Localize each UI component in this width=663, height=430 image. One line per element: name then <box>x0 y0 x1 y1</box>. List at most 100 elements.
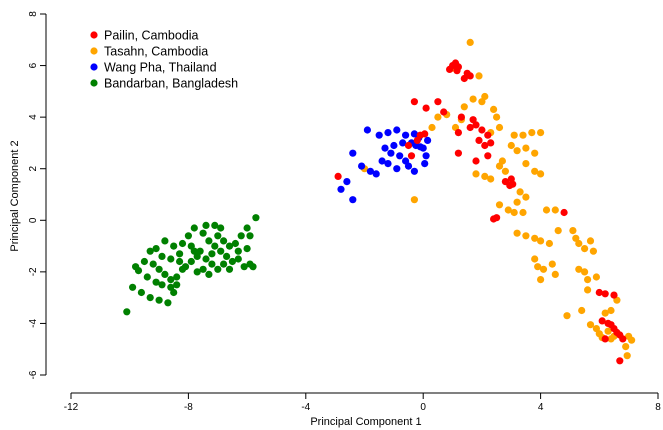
data-point <box>411 98 418 105</box>
x-tick-label: 0 <box>420 402 426 413</box>
data-point <box>590 248 597 255</box>
data-point <box>156 297 163 304</box>
data-point <box>217 224 224 231</box>
x-tick-label: 8 <box>655 402 661 413</box>
data-point <box>481 93 488 100</box>
data-point <box>484 132 491 139</box>
data-point <box>522 232 529 239</box>
legend-label: Pailin, Cambodia <box>104 29 199 43</box>
y-tick-label: 2 <box>28 165 39 171</box>
data-point <box>202 255 209 262</box>
data-point <box>244 224 251 231</box>
data-point <box>200 230 207 237</box>
data-point <box>214 232 221 239</box>
data-point <box>514 147 521 154</box>
data-point <box>593 273 600 280</box>
data-point <box>446 66 453 73</box>
data-point <box>405 142 412 149</box>
data-point <box>622 343 629 350</box>
data-point <box>179 240 186 247</box>
data-point <box>537 129 544 136</box>
data-point <box>563 312 570 319</box>
data-point <box>522 145 529 152</box>
data-point <box>475 72 482 79</box>
data-point <box>619 335 626 342</box>
x-axis: -12 -8 -4 0 4 8 <box>64 393 661 413</box>
data-point <box>514 230 521 237</box>
data-point <box>387 150 394 157</box>
data-point <box>202 222 209 229</box>
data-point <box>158 281 165 288</box>
data-point <box>170 243 177 250</box>
data-point <box>487 175 494 182</box>
data-point <box>138 289 145 296</box>
data-point <box>517 188 524 195</box>
data-point <box>249 263 256 270</box>
data-point <box>549 261 556 268</box>
data-point <box>376 132 383 139</box>
data-point <box>147 294 154 301</box>
y-tick-label: 0 <box>28 217 39 223</box>
data-point <box>472 157 479 164</box>
data-point <box>349 150 356 157</box>
data-point <box>607 307 614 314</box>
data-point <box>584 286 591 293</box>
data-point <box>141 258 148 265</box>
data-point <box>417 132 424 139</box>
data-point <box>555 227 562 234</box>
y-tick-label: 4 <box>28 114 39 120</box>
data-point <box>496 201 503 208</box>
data-point <box>223 253 230 260</box>
data-point <box>161 271 168 278</box>
data-point <box>420 145 427 152</box>
data-point <box>519 132 526 139</box>
data-point <box>423 152 430 159</box>
data-point <box>509 181 516 188</box>
data-point <box>381 145 388 152</box>
data-point <box>252 214 259 221</box>
data-point <box>349 196 356 203</box>
y-tick-label: -4 <box>28 319 39 328</box>
data-point <box>537 237 544 244</box>
data-point <box>575 240 582 247</box>
data-point <box>424 137 431 144</box>
y-tick-label: -6 <box>28 370 39 379</box>
data-point <box>358 163 365 170</box>
data-point <box>508 142 515 149</box>
data-point <box>220 237 227 244</box>
data-point <box>587 237 594 244</box>
legend-marker <box>90 47 97 54</box>
data-point <box>528 129 535 136</box>
data-point <box>481 142 488 149</box>
x-tick-label: -8 <box>184 402 193 413</box>
data-point <box>546 240 553 247</box>
legend-marker <box>90 63 97 70</box>
y-tick-label: -2 <box>28 267 39 276</box>
data-point <box>578 307 585 314</box>
data-point <box>455 150 462 157</box>
data-point <box>393 126 400 133</box>
data-point <box>390 142 397 149</box>
data-point <box>191 248 198 255</box>
legend-marker <box>90 79 97 86</box>
data-point <box>205 237 212 244</box>
data-point <box>434 114 441 121</box>
data-point <box>496 163 503 170</box>
data-point <box>411 196 418 203</box>
y-tick-label: 6 <box>28 62 39 68</box>
data-point <box>393 165 400 172</box>
data-point <box>173 273 180 280</box>
data-point <box>624 352 631 359</box>
data-point <box>167 255 174 262</box>
data-point <box>453 67 460 74</box>
data-point <box>205 271 212 278</box>
legend: Pailin, CambodiaTasahn, CambodiaWang Pha… <box>90 29 238 91</box>
data-point <box>584 276 591 283</box>
data-point <box>176 250 183 257</box>
data-point <box>493 214 500 221</box>
data-point <box>478 126 485 133</box>
data-point <box>537 276 544 283</box>
data-point <box>628 337 635 344</box>
data-point <box>238 232 245 239</box>
